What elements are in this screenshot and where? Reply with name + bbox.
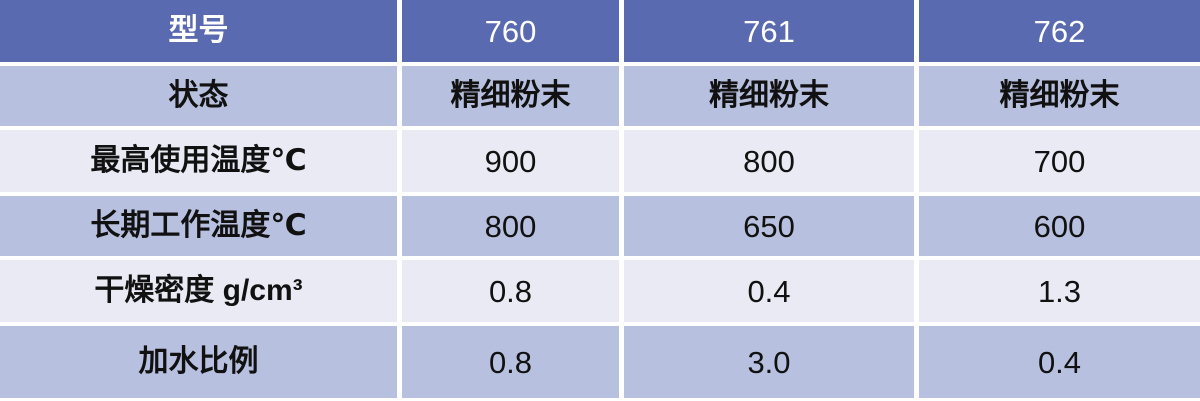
row-label-working-temp: 长期工作温度℃ [0,196,397,256]
row-label-water-ratio: 加水比例 [0,326,397,398]
row-label-dry-density: 干燥密度 g/cm³ [0,260,397,322]
cell-max-temp-762: 700 [919,130,1200,192]
cell-water-ratio-760: 0.8 [402,326,619,398]
cell-working-temp-760: 800 [402,196,619,256]
cell-max-temp-761: 800 [624,130,914,192]
header-cell-model-762: 762 [919,0,1200,62]
header-cell-model-760: 760 [402,0,619,62]
cell-water-ratio-761: 3.0 [624,326,914,398]
cell-state-762: 精细粉末 [919,66,1200,126]
header-cell-model-label: 型号 [0,0,397,62]
header-cell-model-761: 761 [624,0,914,62]
cell-working-temp-761: 650 [624,196,914,256]
cell-dry-density-760: 0.8 [402,260,619,322]
cell-max-temp-760: 900 [402,130,619,192]
cell-state-760: 精细粉末 [402,66,619,126]
row-label-state: 状态 [0,66,397,126]
row-label-max-temp: 最高使用温度℃ [0,130,397,192]
cell-state-761: 精细粉末 [624,66,914,126]
cell-working-temp-762: 600 [919,196,1200,256]
cell-dry-density-762: 1.3 [919,260,1200,322]
cell-dry-density-761: 0.4 [624,260,914,322]
cell-water-ratio-762: 0.4 [919,326,1200,398]
